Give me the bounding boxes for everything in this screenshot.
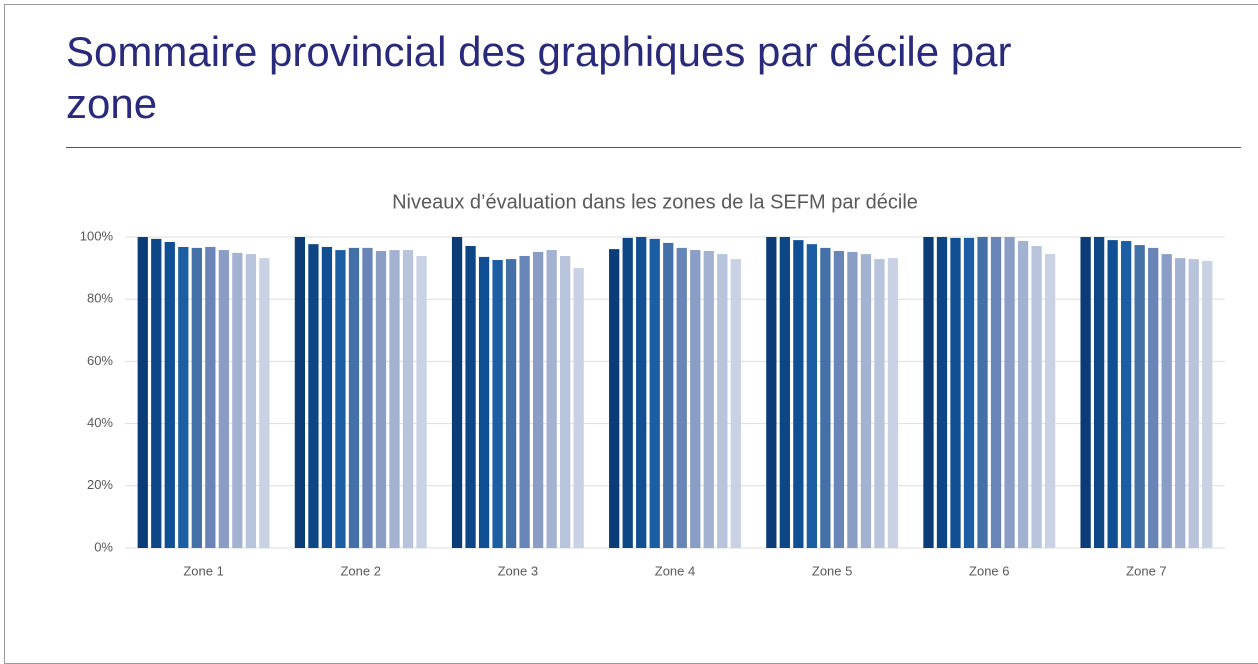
bar: [1134, 245, 1145, 548]
y-tick-label: 20%: [87, 477, 113, 492]
x-tick-label: Zone 1: [183, 563, 223, 578]
bar: [860, 254, 872, 549]
bar: [1004, 237, 1015, 548]
bar: [779, 237, 790, 548]
bar: [923, 237, 934, 548]
bar: [218, 250, 229, 548]
bar: [492, 260, 503, 548]
bar: [375, 250, 387, 548]
bar: [936, 237, 948, 548]
bar: [451, 237, 463, 548]
y-tick-label: 40%: [87, 415, 113, 430]
bar: [950, 237, 961, 549]
bar: [519, 255, 530, 548]
bar: [308, 244, 319, 548]
bar: [321, 246, 333, 548]
bar: [833, 250, 845, 548]
bar: [478, 256, 490, 548]
chart-title: Niveaux d’évaluation dans les zones de l…: [392, 191, 918, 213]
bar: [348, 247, 360, 548]
bar: [389, 250, 400, 548]
bar: [963, 237, 975, 549]
bar: [874, 259, 885, 548]
bar: [1017, 241, 1029, 548]
bar: [977, 237, 988, 548]
bar: [164, 241, 175, 548]
bar: [362, 247, 373, 548]
bar: [505, 259, 517, 548]
bar: [191, 247, 202, 548]
y-tick-label: 0%: [94, 539, 113, 554]
bar: [847, 251, 858, 549]
y-tick-label: 80%: [87, 291, 113, 306]
bar: [573, 268, 584, 548]
bar: [1188, 259, 1199, 548]
bar: [232, 252, 243, 548]
bar: [649, 238, 660, 548]
bar: [335, 250, 346, 548]
bar: [717, 254, 728, 549]
bar: [560, 255, 571, 548]
bar: [887, 258, 899, 548]
bar: [990, 237, 1002, 548]
bar: [636, 237, 647, 548]
bar: [1175, 258, 1186, 548]
bar: [609, 249, 620, 548]
bar: [402, 250, 414, 548]
bar: [676, 247, 687, 548]
bar: [205, 246, 216, 548]
bar: [137, 237, 148, 548]
bar: [806, 244, 818, 548]
bar: [766, 237, 777, 548]
bar: [820, 247, 831, 548]
x-tick-label: Zone 6: [969, 563, 1009, 578]
bar: [730, 259, 741, 548]
x-tick-label: Zone 5: [812, 563, 852, 578]
x-tick-label: Zone 3: [498, 563, 538, 578]
bar: [1121, 241, 1132, 548]
slide-title: Sommaire provincial des graphiques par d…: [66, 28, 1012, 127]
x-tick-label: Zone 4: [655, 563, 695, 578]
bar: [151, 238, 162, 548]
bar: [1107, 240, 1118, 549]
bar: [546, 250, 557, 548]
bar: [178, 246, 189, 548]
bar: [1148, 247, 1159, 548]
bar: [1044, 254, 1056, 549]
x-tick-label: Zone 2: [340, 563, 380, 578]
bar: [1093, 237, 1105, 548]
bar: [1031, 246, 1042, 549]
bar: [1161, 254, 1172, 549]
x-tick-label: Zone 7: [1126, 563, 1166, 578]
bar: [259, 258, 270, 548]
bar: [703, 250, 714, 548]
title-rule: [66, 147, 1241, 148]
bar: [622, 237, 633, 549]
bar: [532, 251, 544, 549]
y-tick-label: 60%: [87, 353, 113, 368]
y-tick-label: 100%: [80, 228, 114, 243]
bar: [663, 242, 674, 548]
bar: [245, 254, 257, 549]
bar: [294, 237, 306, 548]
bar: [416, 255, 427, 548]
bar: [465, 246, 476, 549]
bar: [1202, 260, 1213, 548]
bar: [690, 250, 701, 548]
bar: [1080, 237, 1091, 548]
bar: [793, 240, 804, 549]
